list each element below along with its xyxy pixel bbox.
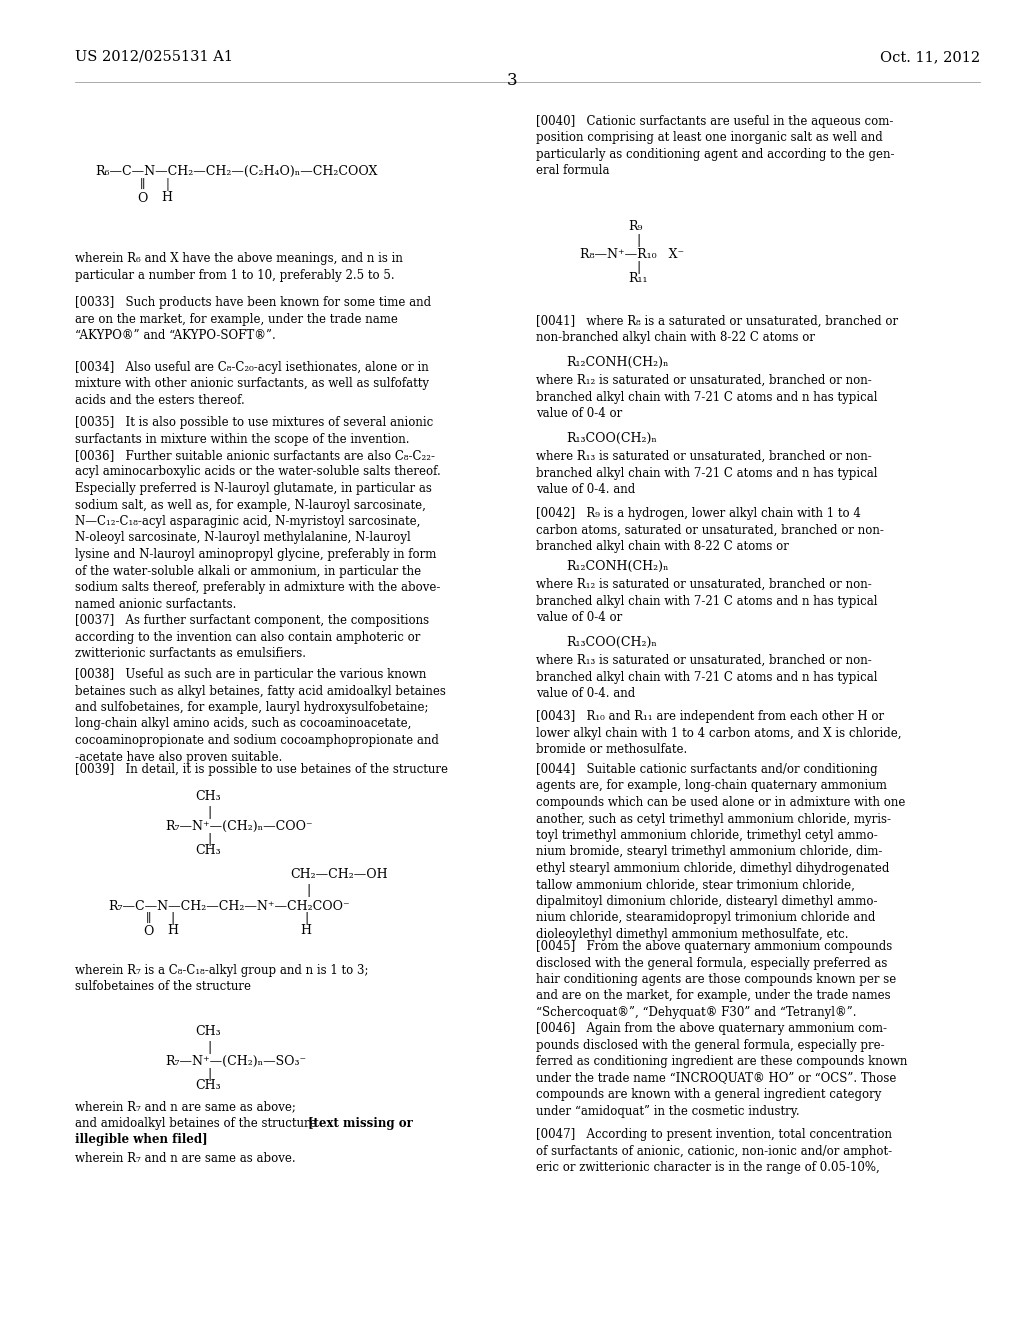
Text: [0047]   According to present invention, total concentration
of surfactants of a: [0047] According to present invention, t…	[536, 1129, 892, 1173]
Text: CH₃: CH₃	[195, 843, 220, 857]
Text: [0035]   It is also possible to use mixtures of several anionic
surfactants in m: [0035] It is also possible to use mixtur…	[75, 416, 433, 446]
Text: [0033]   Such products have been known for some time and
are on the market, for : [0033] Such products have been known for…	[75, 296, 431, 342]
Text: |: |	[165, 178, 169, 191]
Text: R₆—C—N—CH₂—CH₂—(C₂H₄O)ₙ—CH₂COOX: R₆—C—N—CH₂—CH₂—(C₂H₄O)ₙ—CH₂COOX	[95, 165, 378, 178]
Text: H: H	[168, 924, 178, 937]
Text: R₁₂CONH(CH₂)ₙ: R₁₂CONH(CH₂)ₙ	[566, 560, 669, 573]
Text: |: |	[207, 833, 211, 846]
Text: [0040]   Cationic surfactants are useful in the aqueous com-
position comprising: [0040] Cationic surfactants are useful i…	[536, 115, 895, 177]
Text: [0042]   R₉ is a hydrogen, lower alkyl chain with 1 to 4
carbon atoms, saturated: [0042] R₉ is a hydrogen, lower alkyl cha…	[536, 507, 884, 553]
Text: wherein R₇ and n are same as above.: wherein R₇ and n are same as above.	[75, 1152, 296, 1166]
Text: CH₃: CH₃	[195, 1078, 220, 1092]
Text: illegible when filed]: illegible when filed]	[75, 1133, 208, 1146]
Text: and amidoalkyl betaines of the structure: and amidoalkyl betaines of the structure	[75, 1117, 321, 1130]
Text: [text missing or: [text missing or	[308, 1117, 413, 1130]
Text: R₇—C—N—CH₂—CH₂—N⁺—CH₂COO⁻: R₇—C—N—CH₂—CH₂—N⁺—CH₂COO⁻	[108, 900, 349, 913]
Text: [0043]   R₁₀ and R₁₁ are independent from each other H or
lower alkyl chain with: [0043] R₁₀ and R₁₁ are independent from …	[536, 710, 901, 756]
Text: R₇—N⁺—(CH₂)ₙ—COO⁻: R₇—N⁺—(CH₂)ₙ—COO⁻	[165, 820, 312, 833]
Text: 3: 3	[507, 73, 517, 88]
Text: R₈—N⁺—R₁₀   X⁻: R₈—N⁺—R₁₀ X⁻	[580, 248, 684, 261]
Text: |: |	[207, 1068, 211, 1081]
Text: [0036]   Further suitable anionic surfactants are also C₈-C₂₂-
acyl aminocarboxy: [0036] Further suitable anionic surfacta…	[75, 449, 440, 610]
Text: R₇—N⁺—(CH₂)ₙ—SO₃⁻: R₇—N⁺—(CH₂)ₙ—SO₃⁻	[165, 1055, 306, 1068]
Text: |: |	[304, 912, 308, 925]
Text: |: |	[207, 1041, 211, 1053]
Text: US 2012/0255131 A1: US 2012/0255131 A1	[75, 50, 233, 63]
Text: [0044]   Suitable cationic surfactants and/or conditioning
agents are, for examp: [0044] Suitable cationic surfactants and…	[536, 763, 905, 941]
Text: where R₁₃ is saturated or unsaturated, branched or non-
branched alkyl chain wit: where R₁₃ is saturated or unsaturated, b…	[536, 450, 878, 496]
Text: wherein R₇ and n are same as above;: wherein R₇ and n are same as above;	[75, 1100, 296, 1113]
Text: ∥: ∥	[145, 912, 151, 925]
Text: |: |	[636, 234, 640, 247]
Text: R₁₂CONH(CH₂)ₙ: R₁₂CONH(CH₂)ₙ	[566, 356, 669, 370]
Text: R₉: R₉	[628, 220, 642, 234]
Text: [0039]   In detail, it is possible to use betaines of the structure: [0039] In detail, it is possible to use …	[75, 763, 449, 776]
Text: [0046]   Again from the above quaternary ammonium com-
pounds disclosed with the: [0046] Again from the above quaternary a…	[536, 1022, 907, 1118]
Text: |: |	[636, 261, 640, 275]
Text: CH₃: CH₃	[195, 1026, 220, 1038]
Text: Oct. 11, 2012: Oct. 11, 2012	[880, 50, 980, 63]
Text: |: |	[171, 912, 175, 925]
Text: |: |	[306, 884, 310, 898]
Text: R₁₁: R₁₁	[628, 272, 647, 285]
Text: wherein R₆ and X have the above meanings, and n is in
particular a number from 1: wherein R₆ and X have the above meanings…	[75, 252, 402, 281]
Text: O: O	[137, 191, 147, 205]
Text: [0045]   From the above quaternary ammonium compounds
disclosed with the general: [0045] From the above quaternary ammoniu…	[536, 940, 896, 1019]
Text: where R₁₃ is saturated or unsaturated, branched or non-
branched alkyl chain wit: where R₁₃ is saturated or unsaturated, b…	[536, 653, 878, 700]
Text: wherein R₇ is a C₈-C₁₈-alkyl group and n is 1 to 3;
sulfobetaines of the structu: wherein R₇ is a C₈-C₁₈-alkyl group and n…	[75, 964, 369, 994]
Text: H: H	[162, 191, 172, 205]
Text: CH₃: CH₃	[195, 789, 220, 803]
Text: where R₁₂ is saturated or unsaturated, branched or non-
branched alkyl chain wit: where R₁₂ is saturated or unsaturated, b…	[536, 578, 878, 624]
Text: R₁₃COO(CH₂)ₙ: R₁₃COO(CH₂)ₙ	[566, 432, 656, 445]
Text: H: H	[300, 924, 311, 937]
Text: [0041]   where R₈ is a saturated or unsaturated, branched or
non-branched alkyl : [0041] where R₈ is a saturated or unsatu…	[536, 315, 898, 345]
Text: CH₂—CH₂—OH: CH₂—CH₂—OH	[290, 869, 388, 880]
Text: where R₁₂ is saturated or unsaturated, branched or non-
branched alkyl chain wit: where R₁₂ is saturated or unsaturated, b…	[536, 374, 878, 420]
Text: R₁₃COO(CH₂)ₙ: R₁₃COO(CH₂)ₙ	[566, 636, 656, 649]
Text: [0034]   Also useful are C₈-C₂₀-acyl isethionates, alone or in
mixture with othe: [0034] Also useful are C₈-C₂₀-acyl iseth…	[75, 360, 429, 407]
Text: |: |	[207, 807, 211, 818]
Text: O: O	[142, 925, 154, 939]
Text: ∥: ∥	[139, 178, 144, 191]
Text: [0037]   As further surfactant component, the compositions
according to the inve: [0037] As further surfactant component, …	[75, 614, 429, 660]
Text: [0038]   Useful as such are in particular the various known
betaines such as alk: [0038] Useful as such are in particular …	[75, 668, 445, 763]
